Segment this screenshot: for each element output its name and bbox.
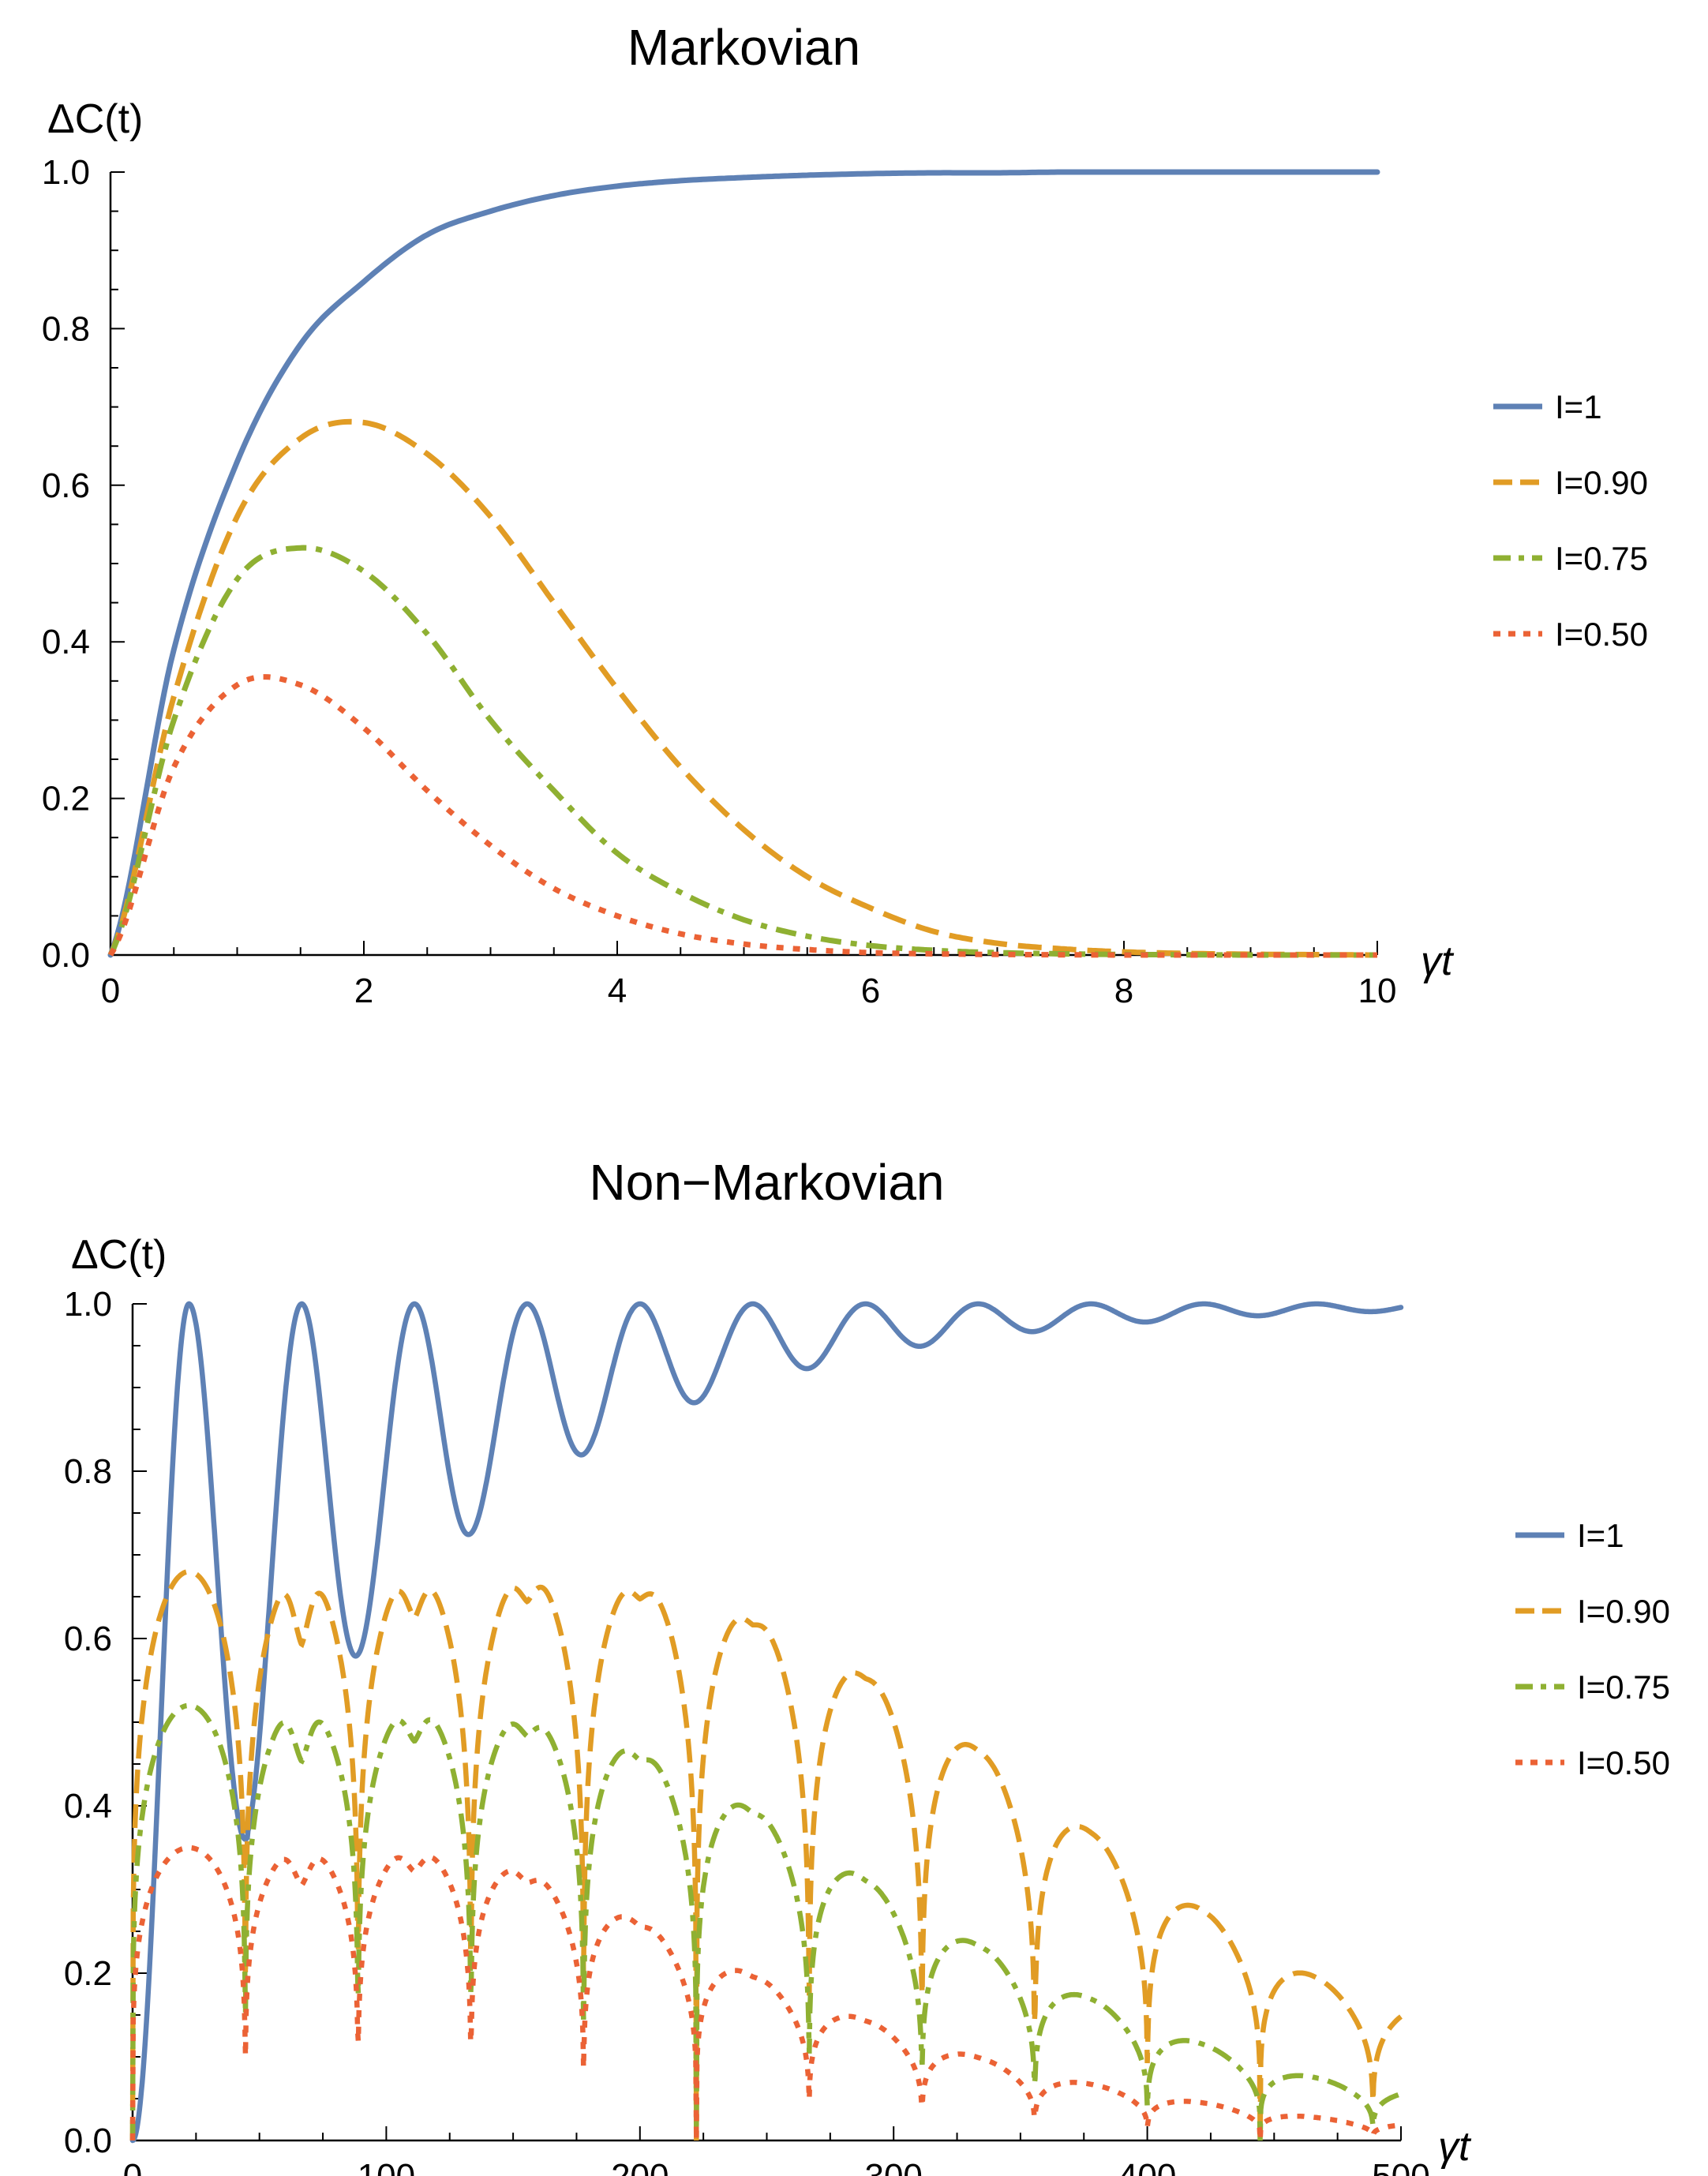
x-tick-label: 200 [611, 2157, 669, 2176]
y-tick-label: 0.8 [42, 309, 90, 348]
legend-label: I=1 [1555, 388, 1602, 425]
legend-label: I=0.75 [1555, 540, 1648, 577]
legend-label: I=0.50 [1577, 1744, 1670, 1781]
y-tick-label: 0.2 [42, 780, 90, 818]
series-line-i-0-75 [129, 1702, 1403, 2141]
x-tick-label: 10 [1358, 972, 1397, 1010]
y-tick-label: 0.2 [64, 1954, 112, 1993]
series-line-i-0-90 [129, 1568, 1403, 2141]
y-tick-label: 0.0 [64, 2122, 112, 2160]
series-line-i-0-75 [107, 545, 1377, 958]
x-tick-label: 6 [861, 972, 880, 1010]
x-tick-label: 100 [358, 2157, 415, 2176]
x-axis-label: γt [1438, 2124, 1472, 2170]
x-tick-label: 0 [123, 2157, 142, 2176]
y-tick-label: 0.8 [64, 1452, 112, 1491]
legend-label: I=1 [1577, 1517, 1624, 1554]
y-tick-label: 1.0 [42, 153, 90, 192]
series-line-i-1 [129, 1301, 1404, 2144]
y-tick-label: 1.0 [64, 1285, 112, 1324]
x-tick-label: 4 [608, 972, 627, 1010]
y-tick-label: 0.0 [42, 936, 90, 975]
legend-label: I=0.50 [1555, 616, 1648, 653]
legend-label: I=0.75 [1577, 1669, 1670, 1706]
x-tick-label: 2 [354, 972, 373, 1010]
y-tick-label: 0.4 [42, 623, 90, 661]
x-tick-label: 300 [864, 2157, 922, 2176]
x-tick-label: 0 [101, 972, 120, 1010]
series-line-i-0-90 [107, 418, 1377, 958]
x-tick-label: 500 [1372, 2157, 1429, 2176]
y-axis-label: ΔC(t) [71, 1232, 167, 1278]
y-tick-label: 0.4 [64, 1787, 112, 1826]
y-axis-label: ΔC(t) [47, 96, 143, 142]
series-line-i-0-50 [107, 674, 1377, 958]
x-axis-label: γt [1421, 938, 1455, 984]
chart-title: Markovian [627, 19, 860, 76]
x-tick-label: 400 [1118, 2157, 1176, 2176]
non-markovian-panel: Non−Markovian ΔC(t) γt 0 100 200 300 400 500 0.0 0… [64, 1154, 1670, 2176]
series-line-i-0-50 [129, 1845, 1402, 2144]
y-tick-label: 0.6 [42, 466, 90, 505]
legend-label: I=0.90 [1577, 1593, 1670, 1630]
legend-label: I=0.90 [1555, 464, 1648, 501]
y-tick-label: 0.6 [64, 1620, 112, 1658]
series-line-i-1 [107, 169, 1380, 958]
x-tick-label: 8 [1114, 972, 1133, 1010]
chart-title: Non−Markovian [590, 1154, 945, 1211]
markovian-panel: Markovian ΔC(t) γt 0 2 4 6 8 10 0.0 0.2 0.4 0.6 0.8 1.… [42, 19, 1648, 1010]
